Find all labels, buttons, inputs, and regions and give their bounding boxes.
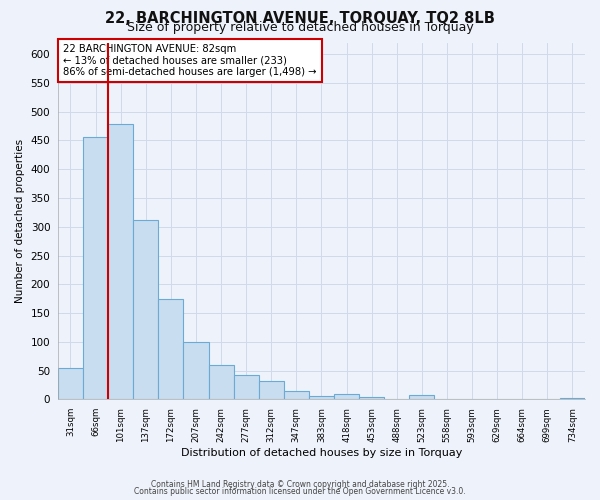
X-axis label: Distribution of detached houses by size in Torquay: Distribution of detached houses by size … <box>181 448 462 458</box>
Text: Size of property relative to detached houses in Torquay: Size of property relative to detached ho… <box>127 21 473 34</box>
Bar <box>133 220 158 400</box>
Bar <box>158 298 184 400</box>
Bar <box>233 376 259 400</box>
Bar <box>209 365 233 400</box>
Bar <box>359 396 384 400</box>
Y-axis label: Number of detached properties: Number of detached properties <box>15 139 25 303</box>
Bar <box>259 381 284 400</box>
Bar <box>108 124 133 400</box>
Bar <box>560 398 585 400</box>
Text: 22, BARCHINGTON AVENUE, TORQUAY, TQ2 8LB: 22, BARCHINGTON AVENUE, TORQUAY, TQ2 8LB <box>105 11 495 26</box>
Bar <box>409 395 434 400</box>
Text: Contains HM Land Registry data © Crown copyright and database right 2025.: Contains HM Land Registry data © Crown c… <box>151 480 449 489</box>
Bar <box>284 391 309 400</box>
Bar <box>184 342 209 400</box>
Bar <box>58 368 83 400</box>
Text: 22 BARCHINGTON AVENUE: 82sqm
← 13% of detached houses are smaller (233)
86% of s: 22 BARCHINGTON AVENUE: 82sqm ← 13% of de… <box>63 44 317 78</box>
Bar <box>83 138 108 400</box>
Text: Contains public sector information licensed under the Open Government Licence v3: Contains public sector information licen… <box>134 487 466 496</box>
Bar <box>309 396 334 400</box>
Bar <box>334 394 359 400</box>
